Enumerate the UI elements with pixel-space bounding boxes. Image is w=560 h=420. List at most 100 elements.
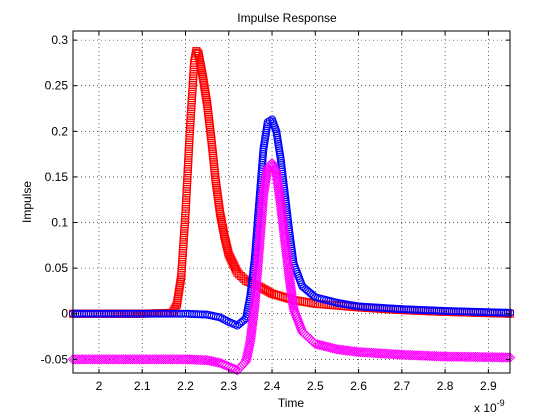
data-point <box>495 308 504 317</box>
data-point <box>428 306 437 315</box>
data-point <box>336 344 347 356</box>
data-point <box>418 350 429 361</box>
data-point <box>462 307 471 316</box>
y-tick-label: 0.2 <box>51 124 68 138</box>
data-point <box>392 349 403 360</box>
data-point <box>224 250 233 259</box>
data-point <box>268 289 277 298</box>
data-point <box>204 355 215 366</box>
x-axis-exponent-power: -9 <box>497 398 505 408</box>
data-point <box>180 354 191 365</box>
data-point <box>502 352 514 363</box>
data-point <box>186 354 198 365</box>
data-point <box>192 310 201 319</box>
data-point <box>429 350 440 362</box>
data-point <box>210 356 221 368</box>
data-point <box>353 346 364 358</box>
data-point <box>422 350 433 362</box>
data-point <box>405 349 416 361</box>
data-point <box>406 305 415 314</box>
data-point <box>190 310 199 319</box>
data-point <box>433 351 444 362</box>
data-point <box>331 344 343 355</box>
data-point <box>400 349 412 361</box>
data-point <box>443 307 452 316</box>
data-point <box>499 308 508 317</box>
data-point <box>274 291 283 300</box>
data-point <box>430 306 439 315</box>
data-point <box>416 350 427 361</box>
data-point <box>420 350 431 361</box>
data-point <box>351 346 362 357</box>
data-point <box>333 344 345 355</box>
data-point <box>266 288 275 297</box>
data-point <box>183 309 192 318</box>
x-axis-exponent-base: x 10 <box>474 401 497 415</box>
y-tick-label: 0.05 <box>45 261 69 275</box>
data-point <box>434 306 443 315</box>
data-point <box>467 307 476 316</box>
data-point <box>278 292 287 301</box>
x-tick-label: 2.6 <box>350 379 367 393</box>
x-tick-label: 2.3 <box>220 379 237 393</box>
y-tick-label: -0.05 <box>41 352 69 366</box>
data-point <box>464 307 473 316</box>
data-point <box>456 307 465 316</box>
x-tick-label: 2.9 <box>480 379 497 393</box>
data-point <box>423 306 432 315</box>
plot-area <box>73 31 510 373</box>
data-point <box>413 350 425 361</box>
data-point <box>199 354 211 366</box>
x-tick-label: 2.4 <box>264 379 281 393</box>
data-point <box>379 348 390 359</box>
data-point <box>390 349 401 360</box>
data-point <box>170 304 179 313</box>
data-point <box>359 347 371 358</box>
data-point <box>449 307 458 316</box>
x-axis-exponent: x 10-9 <box>474 398 505 415</box>
data-point <box>480 308 489 317</box>
data-point <box>377 348 388 359</box>
chart-title: Impulse Response <box>237 11 337 25</box>
data-point <box>268 161 279 173</box>
data-point <box>206 355 217 367</box>
data-point <box>228 258 237 267</box>
data-point <box>270 165 281 176</box>
data-point <box>187 309 196 318</box>
y-axis-label: Impulse <box>20 181 34 223</box>
data-point <box>421 306 430 315</box>
data-point <box>263 118 272 127</box>
axes-frame <box>72 30 511 374</box>
data-point <box>194 310 203 319</box>
data-point <box>438 306 447 315</box>
data-point <box>226 254 235 263</box>
data-point <box>447 307 456 316</box>
x-tick-label: 2.1 <box>134 379 151 393</box>
x-axis-label: Time <box>278 396 305 410</box>
data-point <box>197 354 209 366</box>
data-point <box>424 350 436 362</box>
data-point <box>445 307 454 316</box>
data-point <box>419 306 428 315</box>
data-point <box>355 346 366 358</box>
data-point <box>270 290 279 299</box>
data-point <box>488 308 497 317</box>
data-point <box>490 308 499 317</box>
data-point <box>402 305 411 314</box>
data-point <box>227 256 236 265</box>
data-point <box>267 159 279 171</box>
data-point <box>454 307 463 316</box>
data-point <box>432 306 441 315</box>
x-tick-label: 2.7 <box>393 379 410 393</box>
series-layer <box>67 47 516 376</box>
data-point <box>193 354 204 366</box>
data-point <box>188 354 200 365</box>
data-point <box>404 305 413 314</box>
data-point <box>503 308 512 317</box>
data-point <box>357 347 369 358</box>
data-point <box>287 297 299 308</box>
data-point <box>417 305 426 314</box>
data-point <box>366 347 377 359</box>
data-point <box>394 349 405 360</box>
